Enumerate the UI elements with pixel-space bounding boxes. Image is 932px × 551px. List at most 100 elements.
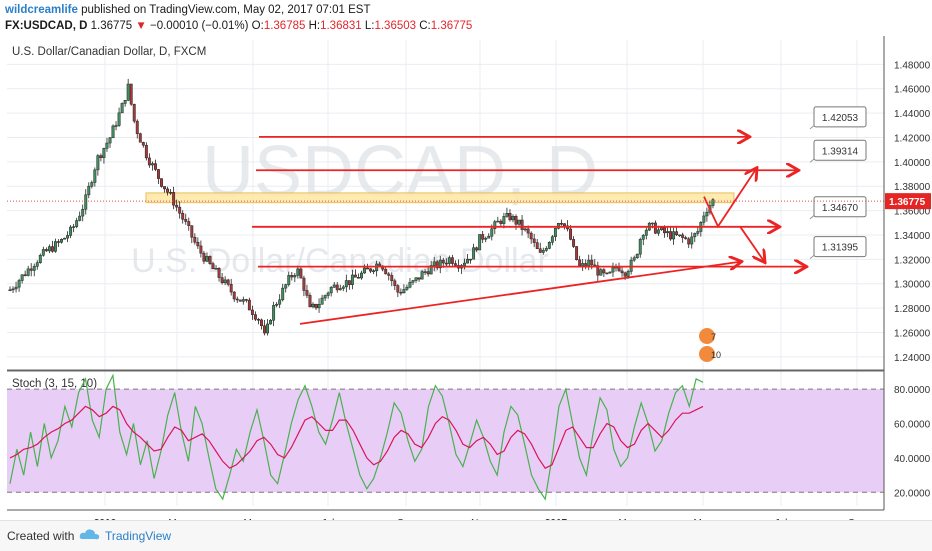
candle-body <box>393 280 397 286</box>
chart-area[interactable]: USDCAD, DU.S. Dollar/Canadian Dollar 1.4… <box>0 36 932 520</box>
scenario-arrow-down <box>739 225 764 261</box>
current-price-label: 1.36775 <box>889 197 926 208</box>
candle-body <box>350 274 354 285</box>
open-label: O: <box>251 20 264 32</box>
candle-body <box>590 259 594 266</box>
candle-body <box>172 192 176 206</box>
candle-body <box>175 204 179 208</box>
y-tick-label: 1.42000 <box>894 133 931 144</box>
high-label: H: <box>308 20 321 32</box>
candle-body <box>202 252 206 262</box>
candle-body <box>193 236 197 243</box>
chart-title: U.S. Dollar/Canadian Dollar, D, FXCM <box>12 46 206 58</box>
candle-body <box>144 144 148 159</box>
candle-body <box>623 272 627 277</box>
event-badge-count: 7 <box>711 332 716 342</box>
candle-body <box>544 248 548 251</box>
open-value: 1.36785 <box>263 20 306 32</box>
price-callout-label: 1.31395 <box>822 243 859 254</box>
candle-body <box>684 237 688 240</box>
candle-body <box>353 274 357 278</box>
price-callout-label: 1.34670 <box>822 203 859 214</box>
y-tick-label: 1.36000 <box>894 207 931 218</box>
x-tick-label: May <box>244 518 263 520</box>
candle-body <box>90 182 94 187</box>
x-tick-label: Jul <box>322 518 335 520</box>
candle-body <box>605 272 609 275</box>
candle-body <box>541 250 545 253</box>
candle-body <box>35 262 39 267</box>
event-badge-icon <box>699 328 715 344</box>
candle-body <box>390 275 394 282</box>
candle-body <box>663 227 666 234</box>
candle-body <box>253 314 257 320</box>
candle-body <box>450 257 454 264</box>
candle-body <box>229 284 233 293</box>
candle-body <box>196 241 200 247</box>
candle-body <box>608 271 612 274</box>
candle-body <box>420 271 424 280</box>
candle-body <box>432 261 436 266</box>
price-callout-label: 1.39314 <box>822 146 859 157</box>
resistance-zone-rect <box>145 192 735 204</box>
candle-body <box>447 257 451 264</box>
candle-body <box>208 256 212 264</box>
candle-body <box>656 229 660 234</box>
candle-body <box>232 291 236 300</box>
candle-body <box>466 258 469 264</box>
candle-body <box>620 270 624 274</box>
candle-body <box>275 303 279 306</box>
x-tick-label: Jul <box>775 518 788 520</box>
price-callout-label: 1.42053 <box>822 113 859 124</box>
candle-body <box>299 268 303 279</box>
candle-body <box>414 277 418 281</box>
candle-body <box>556 223 560 229</box>
candle-body <box>535 242 539 250</box>
candle-body <box>108 137 112 144</box>
axes-layer: 1.24000 1.26000 1.28000 1.30000 1.32000 1.340… <box>7 36 931 520</box>
candle-body <box>247 299 251 311</box>
candle-body <box>429 265 433 275</box>
author-link[interactable]: wildcreamlife <box>5 4 78 16</box>
candle-body <box>505 212 509 217</box>
high-value: 1.36831 <box>320 20 362 32</box>
candle-body <box>287 275 291 285</box>
candle-body <box>453 263 457 266</box>
drawings-layer[interactable]: 1.42053 1.39314 1.34670 1.31395 7 10 <box>7 106 884 362</box>
candle-body <box>357 277 360 279</box>
current-price-tag <box>885 193 931 210</box>
candle-body <box>314 303 318 309</box>
candle-body <box>523 228 527 231</box>
candle-body <box>135 120 139 134</box>
candle-body <box>632 257 636 261</box>
candle-body <box>384 268 388 275</box>
price-callout-box <box>813 106 867 128</box>
candle-body <box>102 148 106 158</box>
candle-body <box>596 265 600 276</box>
candle-body <box>290 275 294 278</box>
candle-body <box>223 279 227 284</box>
candle-body <box>117 112 121 126</box>
candle-body <box>326 292 330 296</box>
candle-body <box>44 249 48 252</box>
candle-body <box>438 259 442 269</box>
stoch-band-fill <box>7 389 884 493</box>
tradingview-link[interactable]: TradingView <box>105 529 172 543</box>
scenario-arrow-up <box>703 169 756 229</box>
candle-body <box>417 277 421 280</box>
candle-body <box>211 263 215 270</box>
candle-body <box>338 288 342 291</box>
stochastic-pane: Stoch (3, 15, 10) <box>7 373 884 501</box>
candle-body <box>50 246 54 252</box>
low-value: 1.36503 <box>374 20 417 32</box>
candle-body <box>402 289 406 294</box>
candle-body <box>160 178 163 187</box>
candle-body <box>66 235 70 239</box>
y-tick-label: 1.48000 <box>894 60 931 71</box>
candle-body <box>129 83 133 105</box>
candle-body <box>441 259 445 264</box>
candle-body <box>360 272 363 279</box>
candle-body <box>78 215 82 221</box>
resistance-zone[interactable] <box>145 192 735 204</box>
candle-body <box>75 220 79 227</box>
